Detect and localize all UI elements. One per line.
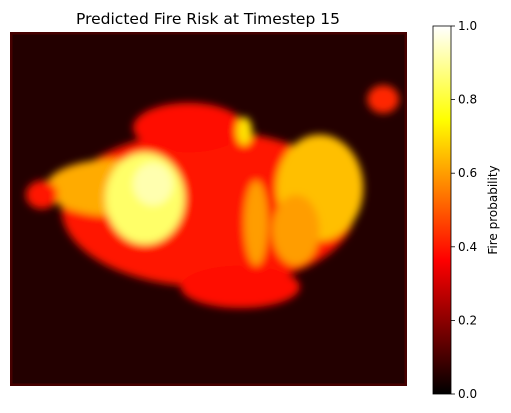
chart-title: Predicted Fire Risk at Timestep 15 [76, 10, 340, 28]
heat-blob-right-core-extension [272, 195, 320, 266]
colorbar-tick-label: 0.4 [458, 240, 477, 254]
colorbar-tick-label: 1.0 [458, 19, 477, 33]
heat-blob-far-left-spot [26, 181, 58, 209]
heat-blob-left-core-peak [133, 163, 173, 205]
colorbar: 0.0 0.2 0.4 0.6 0.8 1.0 Fire probability [433, 19, 500, 401]
colorbar-label: Fire probability [486, 165, 500, 254]
colorbar-tick-label: 0.0 [458, 387, 477, 401]
heat-blob-small-center-spot [236, 117, 252, 145]
heat-blob-top-right-spot [367, 85, 399, 113]
colorbar-gradient [433, 26, 451, 394]
colorbar-tick-label: 0.8 [458, 93, 477, 107]
heatmap-image [10, 32, 407, 386]
heat-blob-center-strip [244, 181, 268, 266]
heat-blob-lower-lobe [181, 266, 300, 308]
colorbar-tick-label: 0.6 [458, 166, 477, 180]
colorbar-tick-label: 0.2 [458, 313, 477, 327]
heat-blob-upper-middle-arm [133, 103, 244, 153]
